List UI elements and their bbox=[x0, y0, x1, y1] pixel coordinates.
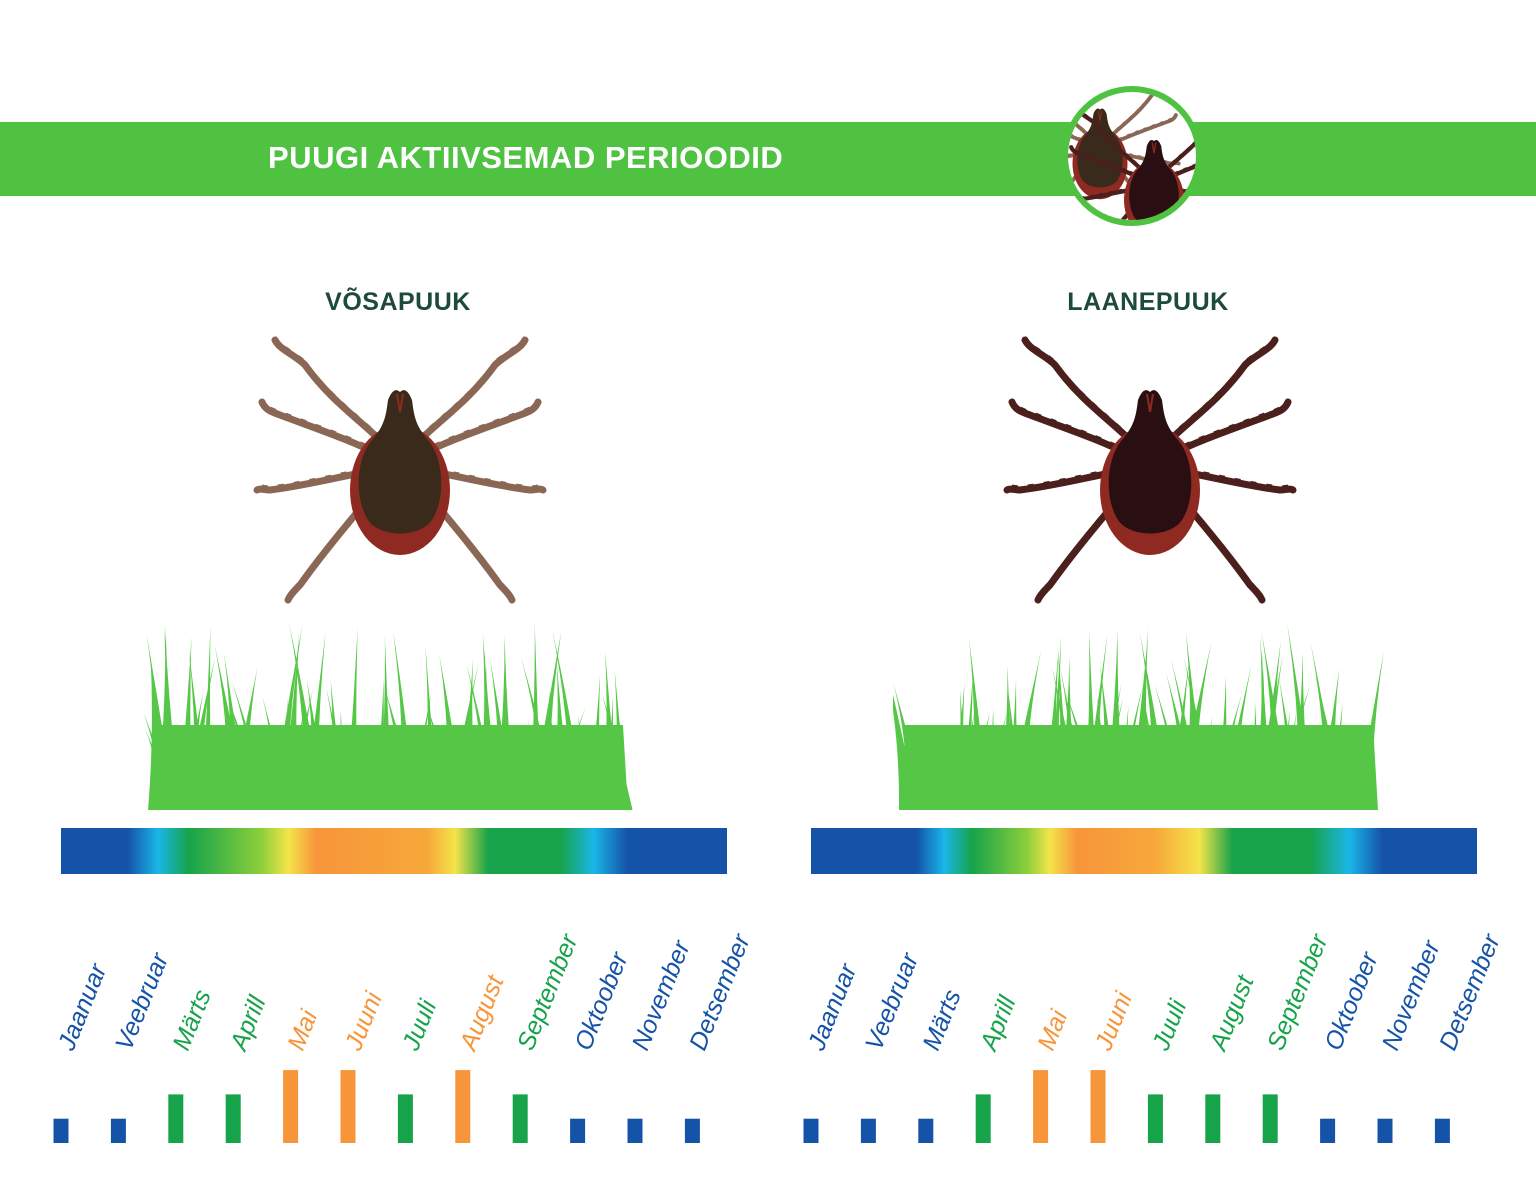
page-title: PUUGI AKTIIVSEMAD PERIOODID bbox=[268, 140, 784, 175]
month-label: Oktoober bbox=[569, 947, 634, 1054]
month-label: Jaanuar bbox=[52, 958, 113, 1055]
month-label: Mai bbox=[1032, 1005, 1074, 1054]
activity-bar bbox=[1090, 1070, 1106, 1143]
month-label: Aprill bbox=[974, 991, 1022, 1056]
month-label: Veebruar bbox=[110, 948, 175, 1055]
activity-bar bbox=[455, 1070, 471, 1143]
month-label: Aprill bbox=[224, 991, 272, 1056]
month-label: Veebruar bbox=[860, 948, 925, 1055]
grass-illustration bbox=[893, 622, 1384, 810]
activity-bar bbox=[1377, 1118, 1393, 1143]
month-label: August bbox=[454, 971, 510, 1056]
grass-illustration bbox=[143, 621, 633, 810]
activity-bar bbox=[512, 1094, 528, 1143]
species-title: LAANEPUUK bbox=[1067, 288, 1229, 316]
activity-bar bbox=[570, 1118, 586, 1143]
activity-bar bbox=[168, 1094, 184, 1143]
activity-bar bbox=[1434, 1118, 1450, 1143]
month-label: Märts bbox=[167, 986, 216, 1054]
activity-bar bbox=[803, 1118, 819, 1143]
activity-bar bbox=[340, 1070, 356, 1143]
panel-laanepuuk: LAANEPUUK Jaanuar Veebruar Märts Aprill Mai J… bbox=[768, 270, 1528, 1170]
month-label: Märts bbox=[917, 986, 966, 1054]
activity-bar bbox=[684, 1118, 700, 1143]
activity-bar bbox=[1262, 1094, 1278, 1143]
species-title: VÕSAPUUK bbox=[325, 288, 471, 316]
activity-bar bbox=[1320, 1118, 1336, 1143]
activity-bar bbox=[1205, 1094, 1221, 1143]
month-label: August bbox=[1204, 971, 1260, 1056]
panel-vosapuuk: VÕSAPUUK Jaanuar Veebruar Märts Aprill Mai Ju… bbox=[18, 270, 778, 1170]
two-ticks-icon bbox=[1062, 86, 1202, 226]
activity-bar bbox=[397, 1094, 413, 1143]
activity-bar bbox=[627, 1118, 643, 1143]
month-label: Jaanuar bbox=[802, 958, 863, 1055]
activity-bar bbox=[975, 1094, 991, 1143]
title-banner bbox=[0, 122, 1536, 196]
tick-illustration bbox=[253, 336, 547, 604]
month-label: Juuni bbox=[1089, 987, 1138, 1055]
activity-bar bbox=[1033, 1070, 1049, 1143]
activity-bar bbox=[225, 1094, 241, 1143]
month-label: Juuli bbox=[1147, 995, 1193, 1055]
month-label: Mai bbox=[282, 1005, 324, 1054]
activity-bar bbox=[53, 1118, 69, 1143]
activity-bar bbox=[1147, 1094, 1163, 1143]
activity-gradient-bar bbox=[61, 828, 727, 874]
month-label: Juuni bbox=[339, 987, 388, 1055]
activity-bar bbox=[110, 1118, 126, 1143]
tick-illustration bbox=[1003, 336, 1297, 604]
activity-bar bbox=[860, 1118, 876, 1143]
month-label: Juuli bbox=[397, 995, 443, 1055]
activity-bar bbox=[918, 1118, 934, 1143]
month-label: Oktoober bbox=[1319, 947, 1384, 1054]
activity-bar bbox=[283, 1070, 299, 1143]
activity-gradient-bar bbox=[811, 828, 1477, 874]
